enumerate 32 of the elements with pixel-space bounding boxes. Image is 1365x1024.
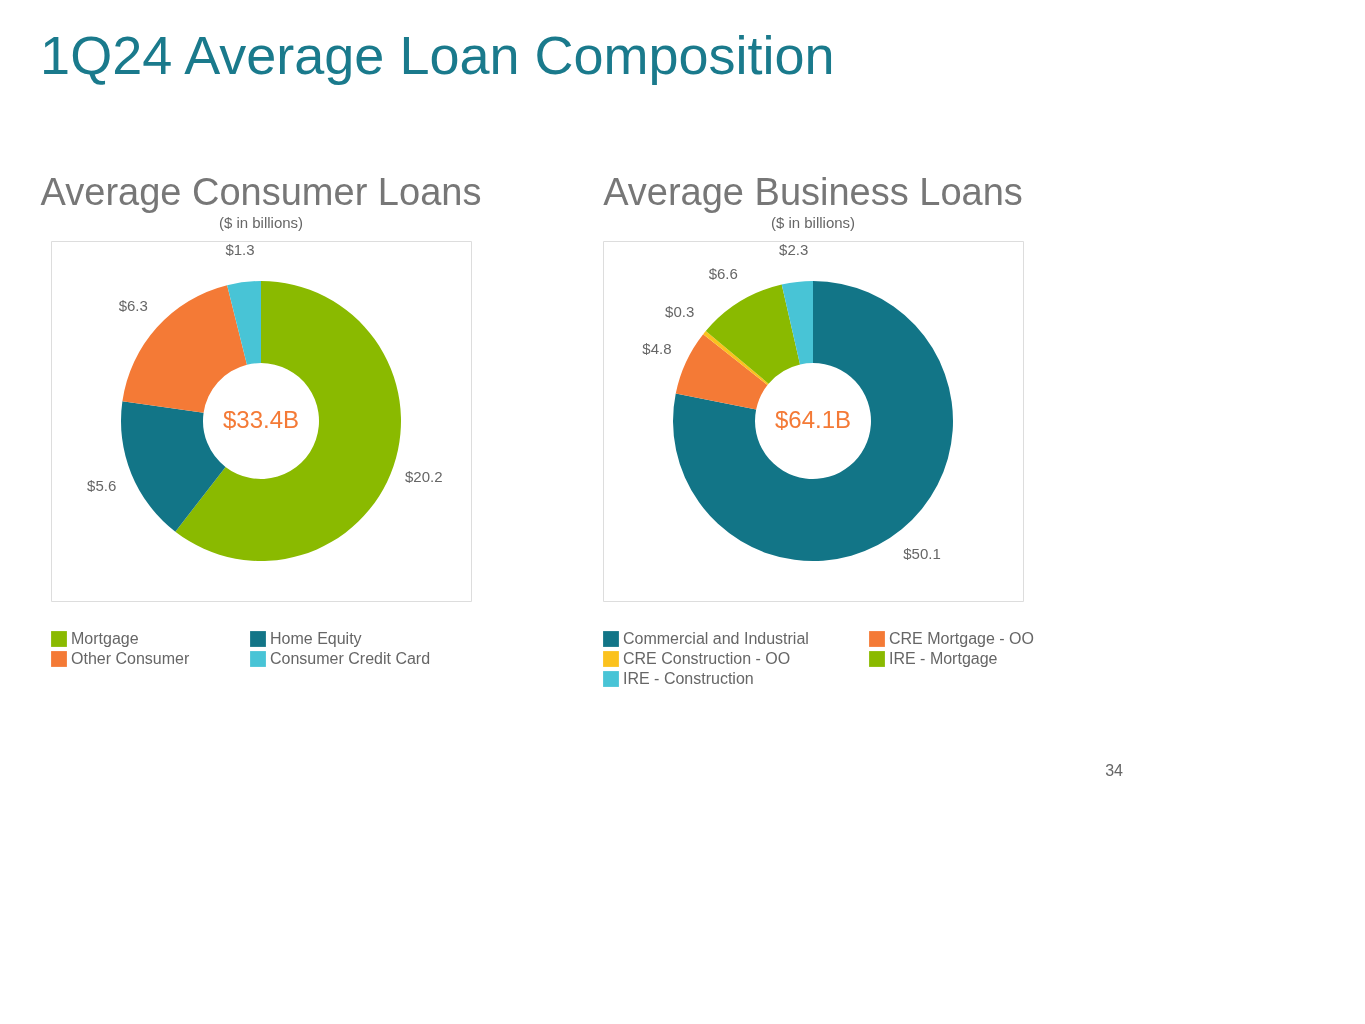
text: $33.4B bbox=[222, 406, 300, 433]
chart-subtitle: ($ in billions) bbox=[770, 214, 856, 231]
chart-title: Average Business Loans bbox=[603, 171, 1023, 213]
legend-label: CRE Mortgage - OO bbox=[889, 630, 1034, 647]
chart-subtitle: ($ in billions) bbox=[218, 214, 304, 231]
data-label: $6.3 bbox=[118, 296, 148, 314]
donut-slice bbox=[227, 281, 261, 365]
data-label: $0.3 bbox=[665, 303, 695, 321]
legend-label: Commercial and Industrial bbox=[623, 630, 809, 647]
data-label: $50.1 bbox=[903, 545, 941, 563]
text: $64.1B bbox=[774, 406, 852, 433]
chart-title: Average Consumer Loans bbox=[40, 171, 482, 213]
data-label: $6.6 bbox=[708, 265, 738, 283]
donut-slice bbox=[781, 281, 813, 365]
donut-slice bbox=[175, 281, 401, 561]
legend-label: CRE Construction - OO bbox=[623, 650, 791, 667]
legend-label: Other Consumer bbox=[71, 650, 190, 667]
legend-label: Consumer Credit Card bbox=[270, 650, 431, 667]
donut-slice bbox=[703, 330, 769, 386]
legend-label: Mortgage bbox=[71, 630, 139, 647]
text: 34 bbox=[1105, 762, 1124, 779]
legend-label: IRE - Construction bbox=[623, 670, 754, 687]
data-label: $20.2 bbox=[404, 467, 443, 485]
text: 1Q24 Average Loan Composition bbox=[40, 24, 835, 85]
data-label: $1.3 bbox=[225, 241, 255, 259]
data-label: $4.8 bbox=[642, 339, 672, 357]
data-label: $2.3 bbox=[779, 241, 809, 259]
data-label: $5.6 bbox=[87, 476, 117, 494]
donut-slice bbox=[675, 334, 768, 410]
legend-label: IRE - Mortgage bbox=[889, 650, 998, 667]
donut-slice bbox=[705, 284, 801, 384]
legend-label: Home Equity bbox=[270, 630, 362, 647]
